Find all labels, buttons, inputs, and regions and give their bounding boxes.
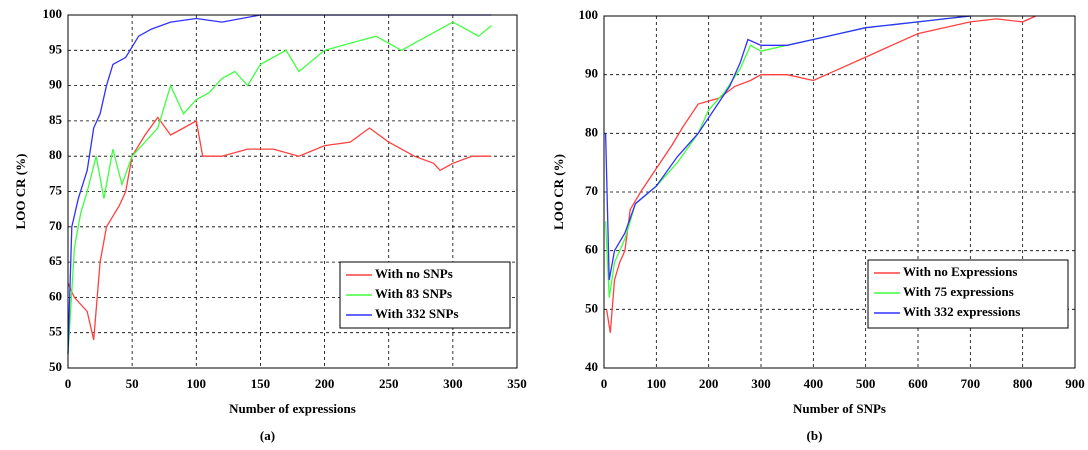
x-tick-label: 50 [126,376,139,391]
data-line [67,116,492,340]
y-tick-label: 90 [585,66,598,81]
chart: 40 50 60 70 80 90 100 0 100 200 300 400 500 600 700 800… [551,7,1085,443]
data-line [605,15,1037,333]
x-tick-label: 150 [251,376,271,391]
x-tick-label: 300 [751,376,771,391]
y-axis-label: LOO CR (%) [13,154,28,230]
y-tick-label: 60 [585,242,598,257]
x-tick-label: 100 [647,376,667,391]
y-tick-label: 70 [49,218,62,233]
legend-label: With no SNPs [375,266,453,281]
y-tick-label: 85 [49,112,63,127]
x-tick-label: 500 [856,376,876,391]
y-tick-label: 50 [585,300,598,315]
y-axis-label: LOO CR (%) [551,154,566,230]
y-tick-label: 40 [585,359,598,374]
x-tick-label: 600 [908,376,928,391]
y-tick-label: 50 [49,359,62,374]
caption: (b) [807,428,823,443]
x-axis-label: Number of expressions [229,401,356,416]
plot-frame [67,14,518,369]
y-tick-label: 100 [43,6,63,21]
y-tick-label: 65 [49,253,63,268]
plot-frame [603,15,1076,369]
y-tick-label: 55 [49,324,63,339]
legend-label: With 332 SNPs [375,306,459,321]
legend-label: With 75 expressions [903,284,1014,299]
x-tick-label: 200 [315,376,335,391]
legend-label: With 332 expressions [903,304,1020,319]
data-line [67,21,492,354]
legend-label: With 83 SNPs [375,286,452,301]
x-tick-label: 0 [65,376,72,391]
y-tick-label: 100 [579,7,599,22]
data-line [604,15,971,281]
y-tick-label: 70 [585,183,598,198]
x-tick-label: 900 [1065,376,1085,391]
y-tick-label: 80 [49,147,62,162]
legend-box [867,259,1069,329]
x-tick-label: 350 [507,376,527,391]
x-tick-label: 0 [601,376,608,391]
x-tick-label: 200 [699,376,719,391]
y-tick-label: 75 [49,182,63,197]
x-tick-label: 250 [379,376,399,391]
y-tick-label: 60 [49,288,62,303]
y-tick-label: 80 [585,124,598,139]
x-tick-label: 300 [443,376,463,391]
x-tick-label: 100 [187,376,207,391]
caption: (a) [260,428,275,443]
x-tick-label: 400 [804,376,824,391]
y-tick-label: 90 [49,77,62,92]
legend-label: With no Expressions [903,264,1017,279]
y-tick-label: 95 [49,41,63,56]
x-tick-label: 700 [961,376,981,391]
x-axis-label: Number of SNPs [793,401,886,416]
x-tick-label: 800 [1013,376,1033,391]
